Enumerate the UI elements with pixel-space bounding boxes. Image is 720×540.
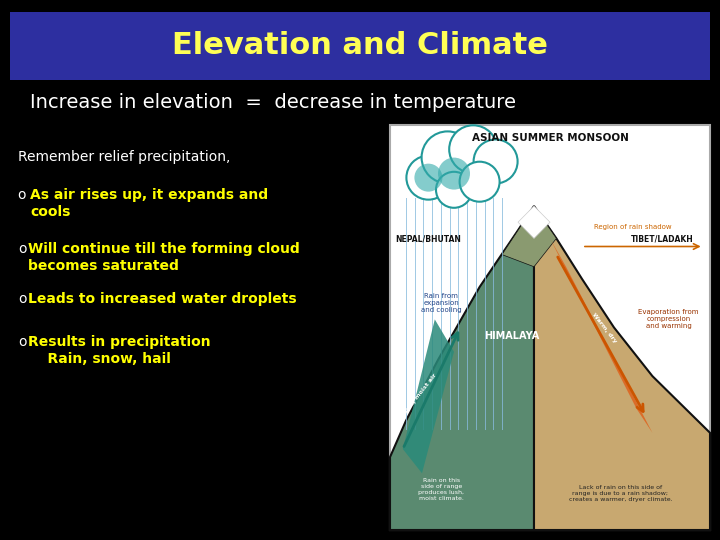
Text: Leads to increased water droplets: Leads to increased water droplets [28, 292, 297, 306]
Text: NEPAL/BHUTAN: NEPAL/BHUTAN [395, 234, 462, 244]
Text: Evaporation from
compression
and warming: Evaporation from compression and warming [638, 309, 698, 329]
Circle shape [459, 161, 500, 202]
Text: TIBET/LADAKH: TIBET/LADAKH [631, 234, 693, 244]
Text: o: o [18, 188, 31, 202]
Text: o: o [18, 335, 27, 349]
Text: ASIAN SUMMER MONSOON: ASIAN SUMMER MONSOON [472, 133, 629, 143]
FancyBboxPatch shape [390, 125, 710, 530]
Polygon shape [502, 206, 557, 267]
Text: o: o [18, 242, 27, 256]
Polygon shape [518, 206, 550, 238]
Circle shape [422, 131, 474, 184]
Polygon shape [402, 319, 454, 473]
Text: Will continue till the forming cloud
becomes saturated: Will continue till the forming cloud bec… [28, 242, 300, 273]
Circle shape [474, 139, 518, 184]
FancyBboxPatch shape [10, 12, 710, 80]
Circle shape [406, 156, 451, 200]
Circle shape [415, 164, 442, 192]
Text: o: o [18, 292, 27, 306]
Circle shape [438, 158, 470, 190]
Text: Rain from
expansion
and cooling: Rain from expansion and cooling [421, 293, 462, 313]
Text: Warm, dry: Warm, dry [591, 312, 618, 343]
Text: Lack of rain on this side of
range is due to a rain shadow;
creates a warmer, dr: Lack of rain on this side of range is du… [569, 485, 672, 502]
Polygon shape [550, 238, 652, 433]
Text: Remember relief precipitation,: Remember relief precipitation, [18, 150, 230, 164]
Polygon shape [390, 206, 534, 530]
Text: Increase in elevation  =  decrease in temperature: Increase in elevation = decrease in temp… [30, 92, 516, 111]
Text: Rain on this
side of range
produces lush,
moist climate.: Rain on this side of range produces lush… [418, 478, 464, 501]
Text: Results in precipitation
    Rain, snow, hail: Results in precipitation Rain, snow, hai… [28, 335, 211, 366]
Text: Region of rain shadow: Region of rain shadow [595, 224, 672, 230]
Text: Elevation and Climate: Elevation and Climate [172, 31, 548, 60]
Text: HIMALAYA: HIMALAYA [484, 330, 539, 341]
Circle shape [449, 125, 498, 173]
Polygon shape [534, 206, 710, 530]
Circle shape [436, 172, 472, 208]
Text: Warm, moist air: Warm, moist air [400, 373, 438, 420]
Text: As air rises up, it expands and
cools: As air rises up, it expands and cools [30, 188, 268, 219]
